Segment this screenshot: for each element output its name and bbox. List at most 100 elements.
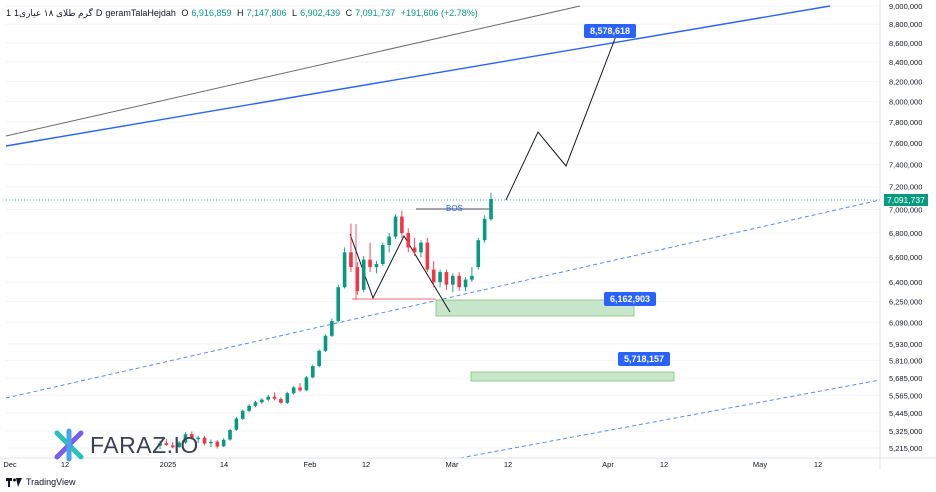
price-tick-label: 8,400,000 xyxy=(889,58,922,67)
time-tick-label: 14 xyxy=(220,460,228,469)
candle-body xyxy=(285,393,290,403)
candle-body xyxy=(400,216,404,234)
footer-text: TradingView xyxy=(26,477,76,487)
candle-body xyxy=(240,410,245,419)
price-tick-label: 8,200,000 xyxy=(889,77,922,86)
price-tick-label: 5,565,000 xyxy=(889,391,922,400)
bos-markup xyxy=(349,35,617,313)
time-tick-label: 12 xyxy=(660,460,668,469)
candle-body xyxy=(253,402,258,406)
candle-body xyxy=(412,247,417,253)
trendlines xyxy=(5,5,881,459)
price-tick-label: 7,800,000 xyxy=(889,118,922,127)
support2-price-label[interactable]: 5,718,157 xyxy=(618,352,671,366)
price-tick-label: 6,250,000 xyxy=(889,297,922,306)
price-tick-label: 6,090,000 xyxy=(889,318,922,327)
candle-body xyxy=(177,442,181,447)
target-price-label[interactable]: 8,578,618 xyxy=(584,24,637,38)
candle-body xyxy=(266,396,271,400)
candle-body xyxy=(374,264,379,268)
price-tick-label: 6,600,000 xyxy=(889,253,922,262)
time-tick-label: May xyxy=(753,460,767,469)
candle-body xyxy=(215,441,220,447)
candle-body xyxy=(304,377,309,391)
candle-body xyxy=(425,242,430,270)
candle-body xyxy=(476,240,481,268)
candle-body xyxy=(489,199,493,220)
header-prefix: 1 xyxy=(6,8,12,18)
candle-body xyxy=(457,275,461,288)
time-tick-label: 2025 xyxy=(160,460,177,469)
price-axis[interactable]: 9,000,000 8,800,000 8,600,000 8,400,000 8,20… xyxy=(879,0,922,470)
time-tick-label: 12 xyxy=(504,460,512,469)
candle-body xyxy=(209,441,213,444)
candle-body xyxy=(298,387,302,391)
price-tick-label: 5,215,000 xyxy=(889,444,922,453)
bos-label: BOS xyxy=(446,204,463,213)
time-tick-label: 12 xyxy=(61,460,69,469)
close-value: 7,091,737 xyxy=(355,8,396,18)
candle-body xyxy=(221,439,226,447)
time-tick-label: Dec xyxy=(3,460,17,469)
exchange: geramTalaHejdah xyxy=(105,8,176,18)
price-tick-label: 5,685,000 xyxy=(889,374,922,383)
interval[interactable]: 1D xyxy=(14,8,103,18)
low-value: 6,902,439 xyxy=(300,8,341,18)
projection-path xyxy=(505,35,617,201)
price-tick-label: 7,400,000 xyxy=(889,161,922,170)
price-tick-label: 6,800,000 xyxy=(889,229,922,238)
candle-body xyxy=(158,443,162,446)
candle-body xyxy=(380,245,385,265)
candle-body xyxy=(451,275,455,285)
candle-body xyxy=(234,418,239,430)
candle-body xyxy=(310,366,315,378)
candle-body xyxy=(349,252,353,268)
candle-body xyxy=(323,335,328,351)
candle-body xyxy=(279,399,283,403)
time-tick-label: Apr xyxy=(602,460,614,469)
price-tick-label: 5,930,000 xyxy=(889,340,922,349)
support-zone-2 xyxy=(470,371,675,382)
upper-channel-gray-line xyxy=(5,5,581,137)
price-tick-label: 7,200,000 xyxy=(889,183,922,192)
price-tick-label: 7,600,000 xyxy=(889,139,922,148)
candles xyxy=(158,192,493,450)
candle-body xyxy=(336,287,341,322)
symbol-header: 1 گرم طلای ۱۸ عیاری1D geramTalaHejdah O 6,9… xyxy=(6,8,481,19)
projection-zigzag-past xyxy=(349,233,451,313)
logo-text: FARAZ.IO xyxy=(90,431,199,458)
time-tick-label: 12 xyxy=(814,460,822,469)
symbol-label[interactable]: گرم طلای ۱۸ عیاری xyxy=(19,8,93,18)
tradingview-footer[interactable]: TradingView xyxy=(6,477,76,487)
candle-body xyxy=(196,437,200,440)
candle-body xyxy=(387,236,391,246)
high-value: 7,147,806 xyxy=(246,8,287,18)
time-axis[interactable]: Dec 12 2025 14 Feb 12 Mar 12 Apr 12 May 12 xyxy=(0,457,936,469)
price-tick-label: 8,800,000 xyxy=(889,20,922,29)
price-tick-label: 5,810,000 xyxy=(889,356,922,365)
logo-mark-icon xyxy=(54,428,84,462)
candle-body xyxy=(361,259,366,290)
candle-body xyxy=(419,242,423,253)
candle-body xyxy=(247,405,251,411)
upper-channel-blue-line xyxy=(5,5,831,147)
price-tick-label: 8,600,000 xyxy=(889,39,922,48)
candle-body xyxy=(406,233,411,248)
candle-body xyxy=(291,387,296,394)
change-value: +191,606 (+2.78%) xyxy=(400,8,478,18)
price-tick-label: 9,000,000 xyxy=(889,2,922,11)
candle-body xyxy=(260,399,264,403)
high-label: H xyxy=(236,8,244,18)
price-tick-label: 8,000,000 xyxy=(889,97,922,106)
price-tick-label: 7,000,000 xyxy=(889,206,922,215)
price-tick-label: 5,325,000 xyxy=(889,427,922,436)
time-tick-label: 12 xyxy=(362,460,370,469)
open-value: 6,916,859 xyxy=(191,8,232,18)
candle-body xyxy=(444,272,449,285)
mid-channel-dashed-line xyxy=(5,199,881,399)
time-tick-label: Feb xyxy=(304,460,317,469)
candle-body xyxy=(438,272,442,283)
support-zones xyxy=(435,299,675,382)
support1-price-label[interactable]: 6,162,903 xyxy=(604,292,657,306)
